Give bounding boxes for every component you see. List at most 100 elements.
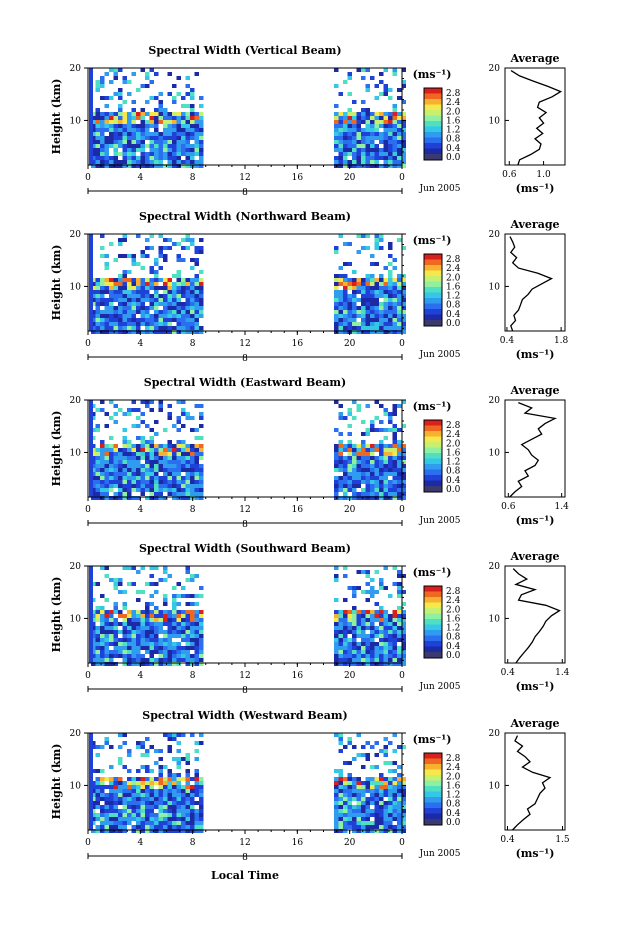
heatmap-cell [140, 152, 145, 156]
heatmap-cell [163, 238, 168, 242]
heatmap-cell [388, 456, 393, 460]
heatmap-cell [167, 112, 172, 116]
heatmap-cell [194, 278, 199, 282]
heatmap-cell [383, 460, 388, 464]
heatmap-cell [91, 638, 96, 642]
heatmap-cell [136, 476, 141, 480]
heatmap-cell [185, 801, 190, 805]
heatmap-cell [383, 793, 388, 797]
heatmap-cell [374, 330, 379, 334]
heatmap-cell [118, 88, 123, 92]
heatmap-cell [158, 136, 163, 140]
colorbar-swatch [424, 613, 442, 620]
heatmap-cell [370, 298, 375, 302]
heatmap-cell [397, 797, 402, 801]
heatmap-cell [356, 570, 361, 574]
heatmap-cell [374, 642, 379, 646]
heatmap-cell [338, 480, 343, 484]
heatmap-cell [361, 464, 366, 468]
heatmap-cell [352, 278, 357, 282]
heatmap-cell [176, 488, 181, 492]
heatmap-cell [365, 817, 370, 821]
heatmap-cell [136, 805, 141, 809]
heatmap-cell [347, 781, 352, 785]
heatmap-cell [379, 821, 384, 825]
heatmap-cell [118, 622, 123, 626]
heatmap-cell [374, 318, 379, 322]
heatmap-cell [181, 594, 186, 598]
heatmap-cell [136, 472, 141, 476]
heatmap-cell [122, 793, 127, 797]
heatmap-cell [374, 829, 379, 833]
heatmap-cell [392, 152, 397, 156]
heatmap-cell [365, 642, 370, 646]
heatmap-cell [334, 144, 339, 148]
heatmap-cell [356, 630, 361, 634]
heatmap-cell [365, 801, 370, 805]
heatmap-cell [383, 789, 388, 793]
heatmap-cell [361, 420, 366, 424]
heatmap-cell [365, 574, 370, 578]
heatmap-cell [104, 566, 109, 570]
heatmap-cell [158, 622, 163, 626]
heatmap-cell [122, 412, 127, 416]
heatmap-cell [392, 456, 397, 460]
heatmap-cell [347, 140, 352, 144]
heatmap-cell [338, 809, 343, 813]
heatmap-cell [136, 278, 141, 282]
heatmap-cell [163, 444, 168, 448]
heatmap-cell [356, 310, 361, 314]
heatmap-cell [338, 634, 343, 638]
heatmap-cell [185, 793, 190, 797]
heatmap-cell [145, 448, 150, 452]
heatmap-cell [127, 286, 132, 290]
heatmap-cell [136, 156, 141, 160]
heatmap-cell [392, 464, 397, 468]
heatmap-cell [145, 618, 150, 622]
heatmap-cell [149, 574, 154, 578]
heatmap-cell [374, 160, 379, 164]
heatmap-cell [347, 460, 352, 464]
heatmap-cell [149, 646, 154, 650]
heatmap-cell [181, 797, 186, 801]
heatmap-cell [343, 460, 348, 464]
heatmap-cell [104, 797, 109, 801]
colorbar-swatch [424, 797, 442, 803]
heatmap-cell [379, 606, 384, 610]
heatmap-cell [397, 428, 402, 432]
heatmap-cell [365, 741, 370, 745]
heatmap-cell [140, 136, 145, 140]
heatmap-cell [176, 793, 181, 797]
heatmap-cell [334, 84, 339, 88]
heatmap-cell [163, 801, 168, 805]
heatmap-cell [185, 809, 190, 813]
heatmap-cell [118, 160, 123, 164]
heatmap-cell [95, 646, 100, 650]
heatmap-cell [343, 326, 348, 330]
heatmap-cell [392, 428, 397, 432]
heatmap-cell [167, 777, 172, 781]
heatmap-cell [95, 476, 100, 480]
heatmap-cell [383, 128, 388, 132]
heatmap-cell [190, 258, 195, 262]
heatmap-cell [365, 246, 370, 250]
heatmap-cell [127, 330, 132, 334]
heatmap-cell [172, 472, 177, 476]
heatmap-cell [338, 654, 343, 658]
heatmap-cell [370, 420, 375, 424]
heatmap-cell [118, 136, 123, 140]
heatmap-cell [352, 492, 357, 496]
heatmap-cell [113, 318, 118, 322]
heatmap-cell [190, 789, 195, 793]
heatmap-cell [388, 797, 393, 801]
heatmap-cell [347, 152, 352, 156]
heatmap-cell [181, 116, 186, 120]
heatmap-cell [347, 472, 352, 476]
heatmap-cell [199, 404, 204, 408]
heatmap-cell [113, 785, 118, 789]
heatmap-cell [334, 322, 339, 326]
heatmap-cell [199, 785, 204, 789]
heatmap-cell [361, 278, 366, 282]
heatmap-cell [145, 480, 150, 484]
heatmap-cell [194, 646, 199, 650]
